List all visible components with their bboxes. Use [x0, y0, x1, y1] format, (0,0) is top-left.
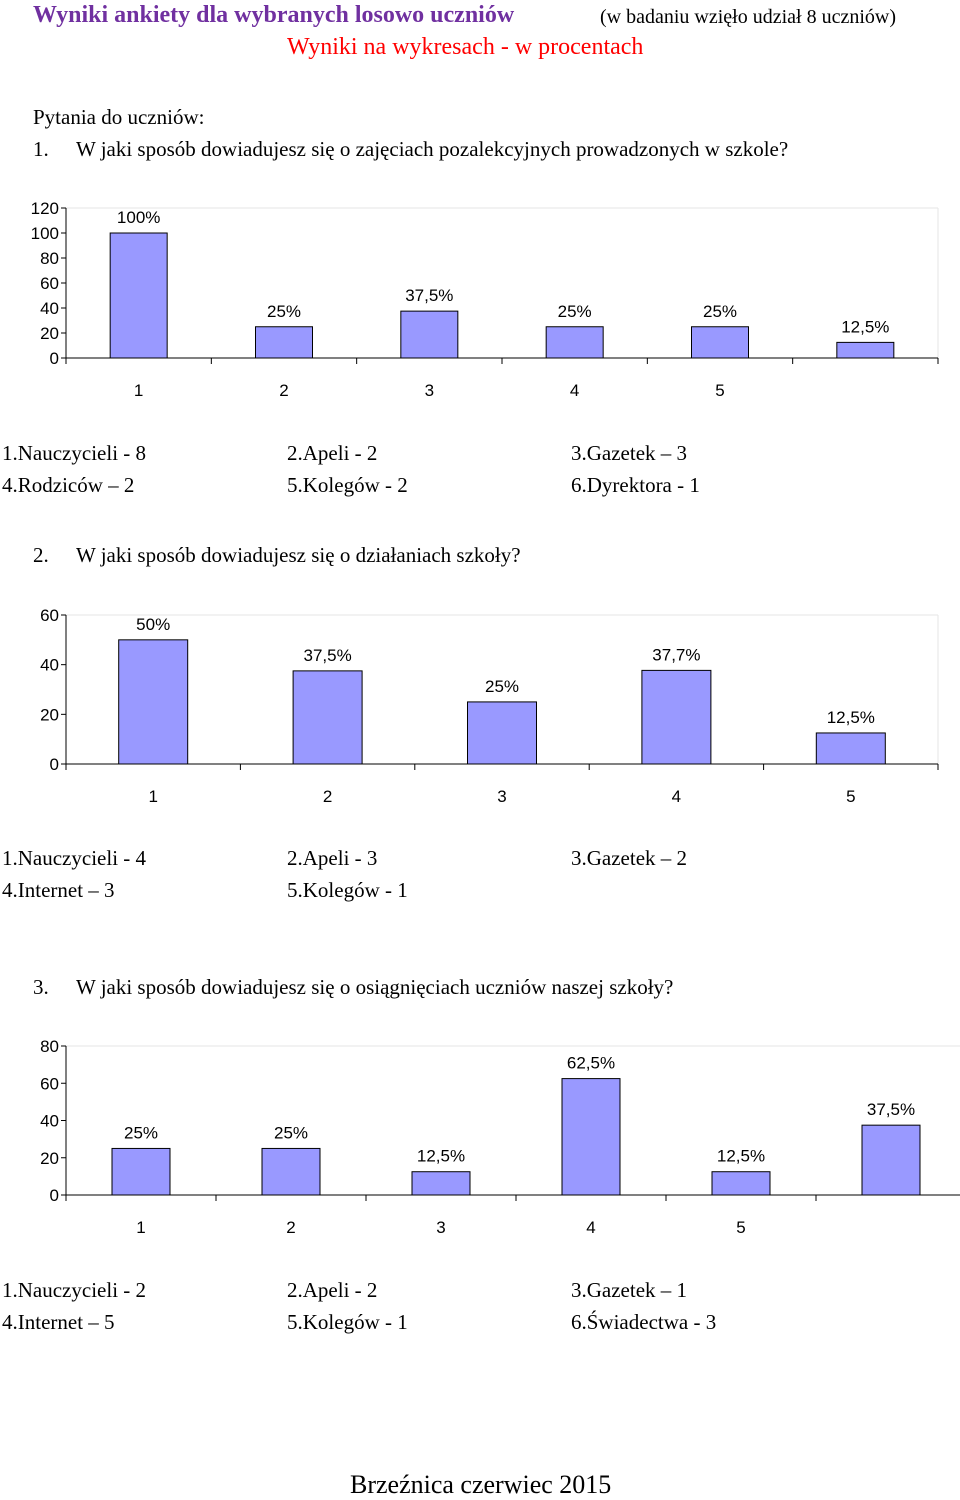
legend-q2-item-2: 2.Apeli - 3	[287, 846, 378, 870]
legend-q2-item-1: 1.Nauczycieli - 4	[2, 846, 147, 870]
bar-1	[111, 1147, 171, 1196]
question-3-text: W jaki sposób dowiadujesz się o osiągnię…	[76, 975, 674, 999]
legend-q3-item-1: 1.Nauczycieli - 2	[2, 1278, 147, 1302]
category-label-3: 3	[425, 381, 434, 400]
data-label-2: 37,5%	[303, 646, 351, 665]
y-tick-label: 120	[31, 199, 59, 218]
data-label-3: 25%	[485, 677, 519, 696]
category-label-5: 5	[715, 381, 724, 400]
y-tick-label: 20	[40, 705, 59, 724]
y-tick-label: 20	[40, 1149, 59, 1168]
legend-q2-item-5: 5.Kolegów - 1	[287, 878, 408, 902]
y-tick-label: 0	[50, 349, 59, 368]
legend-q3-item-2: 2.Apeli - 2	[287, 1278, 378, 1302]
category-label-3: 3	[436, 1218, 445, 1237]
questions-intro: Pytania do uczniów:	[33, 105, 205, 129]
data-label-6: 37,5%	[867, 1100, 915, 1119]
page-subtitle: Wyniki na wykresach - w procentach	[287, 34, 644, 60]
legend-q3-item-5: 5.Kolegów - 1	[287, 1310, 408, 1334]
y-tick-label: 60	[40, 274, 59, 293]
bar-1	[109, 232, 168, 359]
category-label-2: 2	[286, 1218, 295, 1237]
participants-note: (w badaniu wzięło udział 8 uczniów)	[600, 6, 897, 28]
category-label-4: 4	[672, 787, 681, 806]
y-tick-label: 0	[50, 1186, 59, 1205]
bar-3	[411, 1171, 471, 1196]
legend-q1-item-1: 1.Nauczycieli - 8	[2, 441, 147, 465]
legend-q3-item-3: 3.Gazetek – 1	[571, 1278, 688, 1302]
category-label-4: 4	[570, 381, 579, 400]
bar-4	[545, 326, 604, 359]
y-tick-label: 40	[40, 299, 59, 318]
question-2-number: 2.	[33, 543, 49, 567]
data-label-5: 12,5%	[827, 708, 875, 727]
data-label-2: 25%	[274, 1123, 308, 1142]
y-tick-label: 60	[40, 606, 59, 625]
y-tick-label: 100	[31, 224, 59, 243]
data-label-4: 37,7%	[652, 645, 700, 664]
bar-6	[861, 1124, 921, 1196]
legend-q2-item-3: 3.Gazetek – 2	[571, 846, 688, 870]
footer-place-date: Brzeźnica czerwiec 2015	[350, 1470, 612, 1499]
y-tick-label: 80	[40, 249, 59, 268]
category-label-4: 4	[586, 1218, 595, 1237]
bar-6	[836, 341, 895, 359]
y-tick-label: 60	[40, 1074, 59, 1093]
question-2-text: W jaki sposób dowiadujesz się o działani…	[76, 543, 521, 567]
data-label-1: 25%	[124, 1123, 158, 1142]
legend-q1-item-5: 5.Kolegów - 2	[287, 473, 408, 497]
bar-2	[261, 1147, 321, 1196]
chart-question-3: 0 20 40 60 80 25% 1 25% 2 12,5% 3 62,5% 4 12,5% 5 37,5%	[40, 1037, 960, 1237]
bar-5	[815, 732, 886, 765]
category-label-1: 1	[148, 787, 157, 806]
bar-2	[255, 326, 313, 359]
chart-question-2: 0 20 40 60 50% 1 37,5% 2 25% 3 37,7% 4 12,5% 5	[40, 606, 939, 806]
data-label-4: 62,5%	[567, 1054, 615, 1073]
data-label-3: 37,5%	[405, 286, 453, 305]
bar-2	[292, 670, 363, 765]
category-label-3: 3	[497, 787, 506, 806]
y-tick-label: 0	[50, 755, 59, 774]
category-label-1: 1	[136, 1218, 145, 1237]
legend-q1-item-2: 2.Apeli - 2	[287, 441, 378, 465]
bar-5	[711, 1171, 771, 1196]
data-label-6: 12,5%	[841, 317, 889, 336]
category-label-2: 2	[323, 787, 332, 806]
bar-5	[691, 326, 749, 359]
data-label-5: 12,5%	[717, 1147, 765, 1166]
legend-q1-item-6: 6.Dyrektora - 1	[571, 473, 700, 497]
data-label-1: 100%	[117, 208, 160, 227]
y-tick-label: 80	[40, 1037, 59, 1056]
data-label-3: 12,5%	[417, 1147, 465, 1166]
data-label-2: 25%	[267, 302, 301, 321]
bar-4	[641, 669, 712, 765]
legend-q3-item-6: 6.Świadectwa - 3	[571, 1310, 717, 1334]
legend-q1-item-3: 3.Gazetek – 3	[571, 441, 688, 465]
y-tick-label: 20	[40, 324, 59, 343]
chart-question-1: 0 20 40 60 80 100 120 100% 1 25% 2 37,5% 3 25% 4 25% 5 12…	[31, 199, 939, 400]
data-label-4: 25%	[558, 302, 592, 321]
bar-3	[400, 310, 459, 359]
legend-q1-item-4: 4.Rodziców – 2	[2, 473, 135, 497]
legend-q3-item-4: 4.Internet – 5	[2, 1310, 115, 1334]
category-label-2: 2	[279, 381, 288, 400]
bar-1	[118, 639, 189, 765]
category-label-5: 5	[736, 1218, 745, 1237]
bar-4	[561, 1078, 621, 1196]
question-1-number: 1.	[33, 137, 49, 161]
question-1-text: W jaki sposób dowiadujesz się o zajęciac…	[76, 137, 789, 161]
y-tick-label: 40	[40, 1112, 59, 1131]
data-label-5: 25%	[703, 302, 737, 321]
question-3-number: 3.	[33, 975, 49, 999]
bar-3	[467, 701, 537, 765]
data-label-1: 50%	[136, 615, 170, 634]
legend-q2-item-4: 4.Internet – 3	[2, 878, 115, 902]
category-label-5: 5	[846, 787, 855, 806]
y-tick-label: 40	[40, 656, 59, 675]
page-title: Wyniki ankiety dla wybranych losowo uczn…	[33, 2, 515, 28]
category-label-1: 1	[134, 381, 143, 400]
